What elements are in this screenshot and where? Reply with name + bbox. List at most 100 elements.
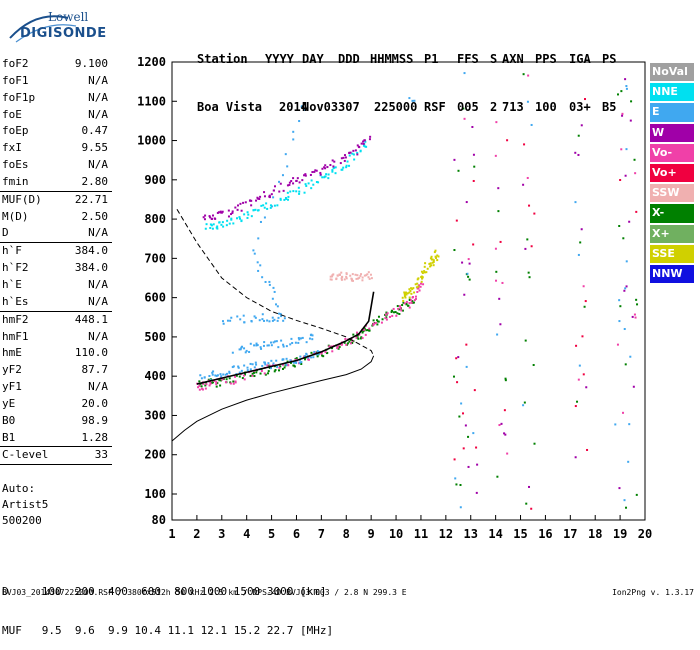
echo-point xyxy=(370,277,373,280)
echo-point xyxy=(429,257,432,260)
noise-point xyxy=(526,176,529,179)
echo-point xyxy=(433,251,436,254)
echo-point xyxy=(286,364,289,367)
noise-point xyxy=(614,423,617,426)
echo-point xyxy=(295,357,298,360)
echo-point xyxy=(321,176,324,179)
echo-point xyxy=(331,275,334,278)
echo-point xyxy=(403,291,406,294)
echo-point xyxy=(338,345,341,348)
echo-point xyxy=(285,364,288,367)
echo-point xyxy=(278,180,281,183)
noise-point xyxy=(497,210,500,213)
noise-point xyxy=(528,204,531,207)
echo-point xyxy=(259,346,262,349)
echo-point xyxy=(289,190,292,193)
x-tick-label: 15 xyxy=(513,527,527,541)
noise-point xyxy=(623,289,626,292)
echo-point xyxy=(404,296,407,299)
echo-point xyxy=(242,201,245,204)
noise-point xyxy=(623,328,626,331)
echo-point xyxy=(363,274,366,277)
echo-point xyxy=(436,259,439,262)
echo-point xyxy=(411,296,414,299)
echo-point xyxy=(198,380,201,383)
param-name: hmF2 xyxy=(2,312,29,326)
echo-point xyxy=(264,363,267,366)
echo-point xyxy=(243,364,246,367)
param-row: yF2 87.7 xyxy=(0,362,112,379)
param-name: C-level xyxy=(2,448,49,462)
echo-point xyxy=(269,367,272,370)
echo-point xyxy=(204,214,207,217)
trace-lines xyxy=(171,209,375,442)
echo-point xyxy=(279,198,282,201)
echo-point xyxy=(402,301,405,304)
header-label-9: PPS xyxy=(535,52,557,66)
echo-point xyxy=(236,217,239,220)
legend-entry: Vo+ xyxy=(650,163,694,183)
echo-point xyxy=(276,305,279,308)
echo-point xyxy=(295,190,298,193)
noise-point xyxy=(472,153,475,156)
echo-point xyxy=(330,347,333,350)
y-tick-label: 100 xyxy=(144,487,166,501)
echo-point xyxy=(240,219,243,222)
echo-point xyxy=(279,365,282,368)
echo-point xyxy=(269,204,272,207)
echo-point xyxy=(237,204,240,207)
header-labels: Station YYYY DAY DDD HHMMSS P1 FFS S AXN PPS IGA PS xyxy=(197,51,616,67)
param-value: 22.71 xyxy=(74,192,108,206)
x-tick-label: 14 xyxy=(488,527,502,541)
echo-point xyxy=(340,157,343,160)
param-name: foF1 xyxy=(2,73,29,87)
echo-point xyxy=(360,336,363,339)
noise-point xyxy=(532,364,535,367)
echo-point xyxy=(237,366,240,369)
noise-point xyxy=(496,333,499,336)
echo-point xyxy=(215,226,218,229)
noise-point xyxy=(634,316,637,319)
noise-point xyxy=(473,165,476,168)
noise-point xyxy=(578,364,581,367)
echo-point xyxy=(259,195,262,198)
echo-point xyxy=(289,361,292,364)
param-name: fxI xyxy=(2,141,22,155)
param-row: hmF1 N/A xyxy=(0,329,112,346)
noise-point xyxy=(618,487,621,490)
echo-point xyxy=(232,222,235,225)
x-tick-label: 5 xyxy=(268,527,275,541)
echo-point xyxy=(312,356,315,359)
noise-point xyxy=(633,158,636,161)
legend-entry: W xyxy=(650,123,694,142)
noise-point xyxy=(574,456,577,459)
echo-point xyxy=(308,337,311,340)
echo-point xyxy=(256,196,259,199)
echo-point xyxy=(362,142,365,145)
echo-point xyxy=(299,337,302,340)
noise-point xyxy=(456,381,459,384)
noise-point xyxy=(472,432,475,435)
echo-point xyxy=(230,213,233,216)
echo-point xyxy=(237,365,240,368)
noise-point xyxy=(625,85,628,88)
echo-point xyxy=(284,153,287,156)
noise-point xyxy=(526,100,529,103)
noise-point xyxy=(498,424,501,427)
echo-point xyxy=(372,319,375,322)
noise-point xyxy=(525,502,528,505)
echo-point xyxy=(219,379,222,382)
param-value: 33 xyxy=(94,448,108,462)
param-name: yE xyxy=(2,396,16,410)
echo-point xyxy=(329,164,332,167)
echo-point xyxy=(253,344,256,347)
param-value: N/A xyxy=(88,277,108,291)
echo-point xyxy=(226,319,229,322)
echo-point xyxy=(366,273,369,276)
x-tick-label: 13 xyxy=(464,527,478,541)
param-value: 9.55 xyxy=(81,141,109,155)
noise-point xyxy=(453,458,456,461)
echo-point xyxy=(328,345,331,348)
noise-point xyxy=(523,401,526,404)
echo-point xyxy=(230,217,233,220)
